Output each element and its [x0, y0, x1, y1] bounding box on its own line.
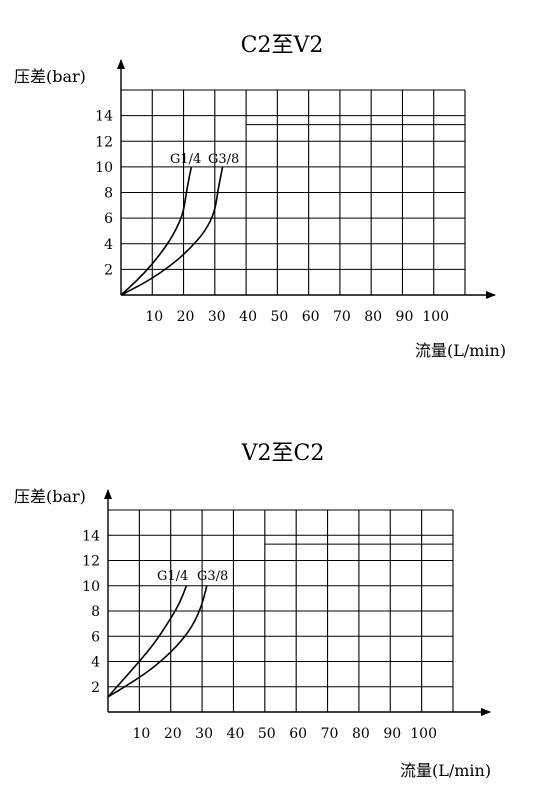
y-tick-label: 12	[82, 554, 100, 570]
y-tick-label: 14	[82, 528, 100, 544]
x-tick-label: 50	[270, 309, 288, 325]
y-tick-label: 2	[104, 262, 113, 278]
x-tick-label: 20	[177, 309, 195, 325]
x-tick-label: 30	[208, 309, 226, 325]
series-line-g1-4	[120, 166, 193, 296]
y-tick-label: 2	[91, 680, 100, 696]
series-label: G1/4	[170, 152, 201, 167]
y-tick-label: 8	[104, 186, 113, 202]
series-line-g3-8	[120, 166, 224, 296]
x-tick-label: 100	[422, 309, 449, 325]
x-tick-label: 10	[132, 726, 150, 742]
x-tick-label: 20	[164, 726, 182, 742]
grid	[121, 89, 466, 295]
x-tick-label: 100	[410, 726, 437, 742]
x-tick-label: 90	[396, 309, 414, 325]
x-tick-label: 40	[239, 309, 257, 325]
x-tick-label: 30	[195, 726, 213, 742]
y-axis-label: 压差(bar)	[14, 67, 86, 86]
x-tick-label: 80	[352, 726, 370, 742]
x-tick-label: 40	[227, 726, 245, 742]
chart-title: C2至V2	[241, 33, 324, 58]
chart-title: V2至C2	[241, 441, 325, 466]
series-line-g3-8	[107, 585, 208, 698]
grid	[108, 509, 454, 712]
x-tick-label: 60	[289, 726, 307, 742]
x-tick-label: 50	[258, 726, 276, 742]
x-axis-label: 流量(L/min)	[400, 761, 491, 780]
x-tick-label: 10	[145, 309, 163, 325]
y-tick-label: 4	[104, 237, 113, 253]
y-tick-label: 6	[91, 629, 100, 645]
series-label: G3/8	[197, 569, 228, 584]
x-tick-label: 90	[383, 726, 401, 742]
x-axis-label: 流量(L/min)	[415, 341, 506, 360]
y-tick-label: 8	[91, 604, 100, 620]
x-tick-label: 70	[321, 726, 339, 742]
y-tick-label: 4	[91, 655, 100, 671]
y-tick-label: 10	[95, 160, 113, 176]
x-tick-label: 70	[333, 309, 351, 325]
x-tick-label: 80	[364, 309, 382, 325]
chart-v2-to-c2: V2至C2 压差(bar) 流量(L/min) 10 20 30 40 50 60 70 80…	[14, 441, 491, 780]
y-tick-label: 6	[104, 211, 113, 227]
chart-c2-to-v2: C2至V2 压差(bar) 流量(L/min) 10 20 30 40 50 60 70 80…	[14, 33, 506, 360]
series-line-g1-4	[107, 585, 188, 698]
y-axis-label: 压差(bar)	[14, 487, 86, 506]
x-tick-label: 60	[302, 309, 320, 325]
y-tick-label: 12	[95, 134, 113, 150]
series-label: G1/4	[157, 569, 188, 584]
y-tick-label: 10	[82, 579, 100, 595]
y-tick-label: 14	[95, 109, 113, 125]
series-label: G3/8	[208, 152, 239, 167]
